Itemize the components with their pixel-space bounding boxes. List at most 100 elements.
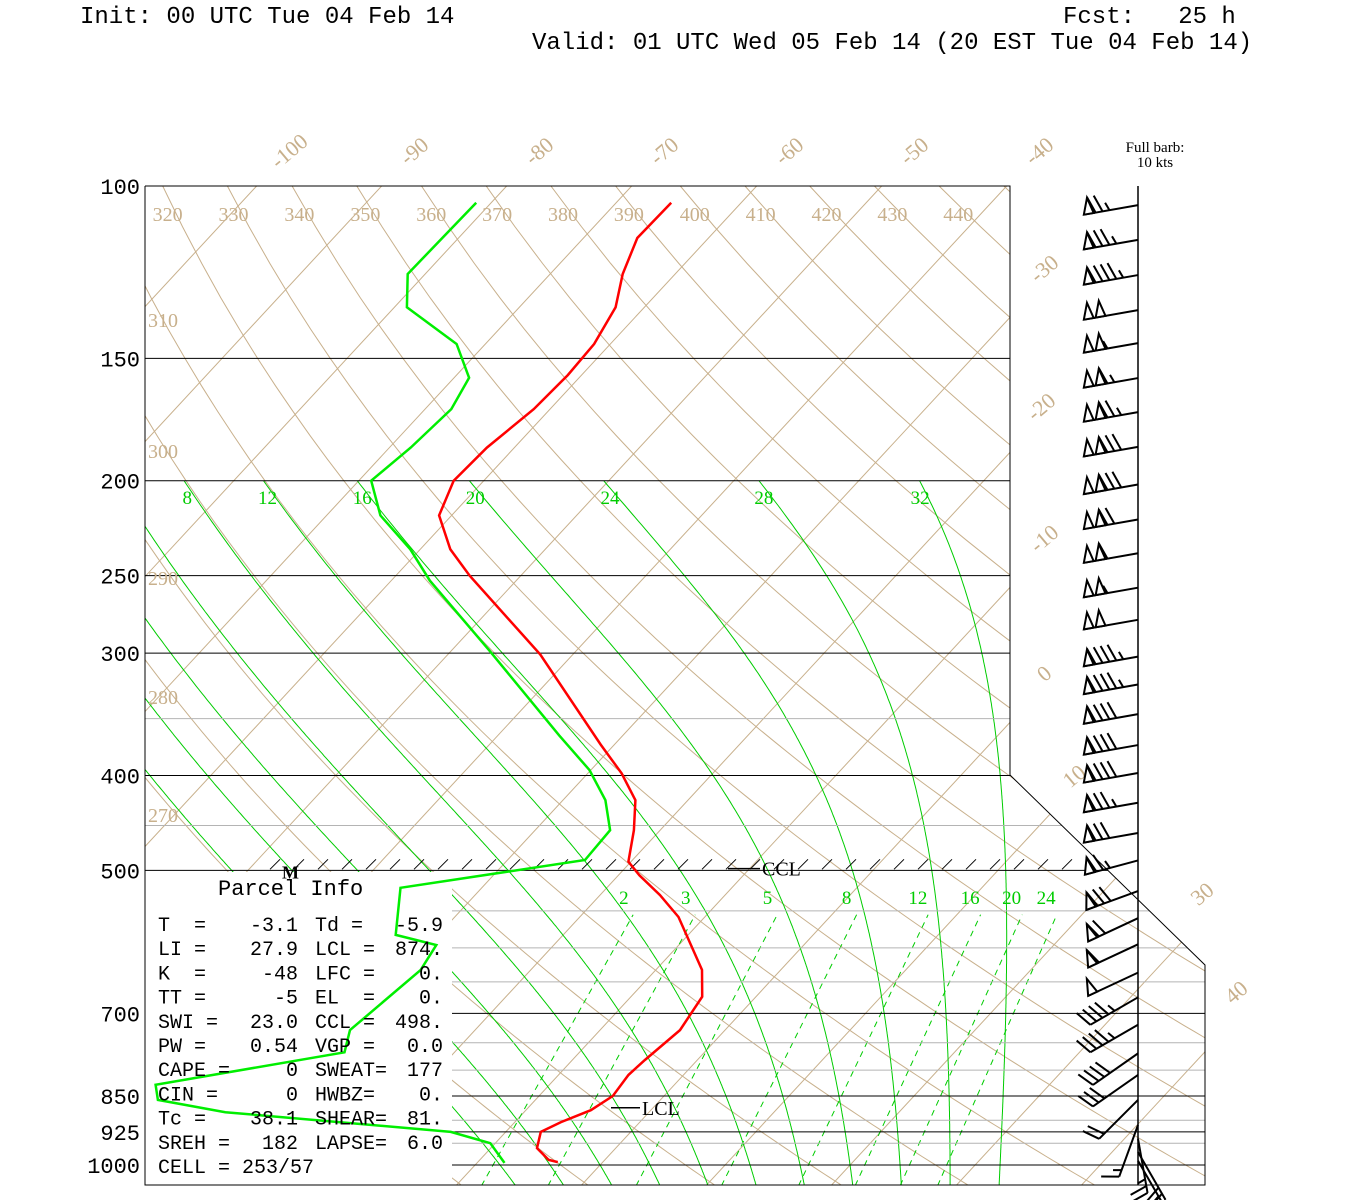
wind-barb: [1082, 644, 1139, 668]
barb-feather: [1092, 265, 1104, 282]
hatch-mark: [797, 858, 809, 870]
pressure-tick-label: 500: [100, 860, 140, 885]
barb-feather: [1092, 792, 1104, 810]
wind-barb: [1082, 1099, 1139, 1140]
barb-half-feather: [1118, 269, 1125, 279]
mixing-ratio-label: 16: [961, 888, 980, 909]
barb-feather: [1130, 1185, 1147, 1196]
barb-feather: [1082, 1130, 1100, 1140]
lcl-label: LCL: [642, 1098, 680, 1120]
parcel-stat-value: 0: [286, 1060, 298, 1083]
barb-pennant: [1094, 575, 1107, 597]
parcel-stat-value: -5.9: [395, 915, 443, 938]
barb-half-feather: [1111, 798, 1118, 808]
parcel-stat-label: CAPE =: [158, 1060, 230, 1083]
barb-feather: [1083, 1069, 1100, 1082]
dry-adiabat-line: [1003, 186, 1205, 1185]
barb-feather: [1088, 1032, 1104, 1047]
hatch-mark: [461, 858, 473, 870]
mixing-ratio-line: [547, 914, 696, 1185]
wind-barb: [1082, 433, 1139, 458]
barb-feather: [1097, 542, 1109, 560]
dry-adiabat-line: [145, 186, 1097, 1185]
moist-adiabat-line: [356, 480, 805, 1185]
barb-feather: [1091, 888, 1105, 905]
barb-legend-label: 10 kts: [1137, 155, 1173, 171]
parcel-stat-label: LI =: [158, 939, 206, 962]
parcel-stat-label: EL =: [315, 988, 375, 1011]
barb-feather: [1085, 824, 1097, 841]
parcel-stat-value: 177: [407, 1060, 443, 1083]
wind-barb: [1130, 1138, 1149, 1200]
barb-pennant: [1082, 508, 1096, 531]
pressure-tick-label: 925: [100, 1122, 140, 1147]
parcel-stat-value: 38.1: [250, 1109, 298, 1132]
dry-adiabat-line: [145, 186, 843, 1185]
mixing-ratio-line: [937, 914, 1058, 1185]
valid-time: Valid: 01 UTC Wed 05 Feb 14 (20 EST Tue …: [532, 30, 1253, 57]
barb-pennant: [1082, 229, 1096, 251]
parcel-stat-value: 6.0: [407, 1133, 443, 1156]
wind-barb: [1085, 943, 1139, 970]
mixing-ratio-line: [899, 914, 1023, 1185]
wind-barb: [1082, 262, 1139, 286]
barb-feather: [1085, 856, 1098, 873]
isotherm-label: -100: [266, 128, 313, 173]
wind-barb: [1082, 228, 1139, 251]
barb-feather: [1094, 1001, 1110, 1016]
hatch-mark: [605, 858, 617, 870]
barb-pennant: [1082, 703, 1096, 725]
pressure-tick-label: 400: [100, 765, 140, 790]
wind-barb: [1077, 1074, 1139, 1108]
hatch-mark: [701, 858, 713, 870]
parcel-stat-label: SREH =: [158, 1133, 230, 1156]
forecast-hour: Fcst: 25 h: [1063, 4, 1236, 31]
dry-adiabat-label: 340: [284, 204, 314, 226]
dry-adiabat-label: 330: [219, 204, 249, 226]
parcel-stat-label: SWEAT=: [315, 1060, 387, 1083]
barb-feather: [1092, 823, 1104, 840]
wind-barb: [1137, 1160, 1162, 1200]
barb-pennant: [1082, 436, 1096, 458]
hatch-mark: [1061, 858, 1073, 870]
hatch-mark: [509, 858, 521, 870]
dry-adiabat-label: 410: [746, 204, 776, 226]
dry-adiabat-line: [679, 186, 1205, 1185]
parcel-stat-value: 0.54: [250, 1036, 298, 1059]
barb-pennant: [1083, 854, 1097, 877]
barb-pennant: [1085, 975, 1099, 998]
parcel-stat-label: PW =: [158, 1036, 206, 1059]
isotherm-label: -50: [895, 132, 934, 170]
barb-feather: [1092, 854, 1105, 871]
barb-feather: [1092, 646, 1104, 664]
barb-shaft: [1098, 1099, 1139, 1140]
moist-adiabat-line: [263, 480, 757, 1185]
barb-feather: [1099, 263, 1111, 281]
hatch-mark: [941, 858, 953, 870]
barb-pennant: [1082, 822, 1096, 844]
barb-feather: [1077, 1073, 1094, 1086]
isotherm-label: -20: [1022, 388, 1061, 426]
barb-shaft: [1092, 1074, 1139, 1108]
parcel-stat-label: Td =: [315, 915, 363, 938]
hatch-mark: [269, 858, 281, 870]
parcel-stat-value: 81.: [407, 1109, 443, 1132]
pressure-tick-label: 1000: [87, 1155, 140, 1180]
dry-adiabat-line: [615, 186, 1205, 1185]
parcel-stat-label: T =: [158, 915, 206, 938]
dry-adiabat-label: 430: [877, 204, 907, 226]
barb-feather: [1077, 1095, 1094, 1108]
barb-feather: [1094, 1029, 1110, 1043]
pressure-tick-label: 700: [100, 1003, 140, 1028]
barb-feather: [1089, 1087, 1105, 1100]
parcel-stat-value: 182: [262, 1133, 298, 1156]
moist-adiabat-line: [919, 480, 1008, 1185]
dry-adiabat-label: 370: [482, 204, 512, 226]
barb-pennant: [1094, 399, 1107, 421]
barb-feather: [1104, 507, 1116, 525]
moist-adiabat-label: 32: [911, 488, 930, 509]
hatch-mark: [437, 858, 449, 870]
mixing-ratio-line: [480, 914, 634, 1185]
isotherm-label: 0: [1032, 660, 1056, 686]
pressure-tick-label: 150: [100, 348, 140, 373]
